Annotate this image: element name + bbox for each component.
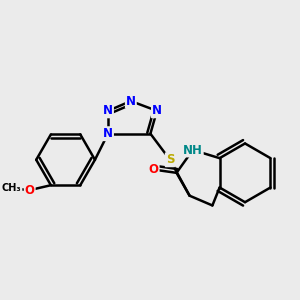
Text: O: O xyxy=(149,163,159,176)
Text: O: O xyxy=(25,184,35,196)
Text: N: N xyxy=(103,104,113,117)
Text: N: N xyxy=(126,94,136,108)
Text: NH: NH xyxy=(183,143,203,157)
Text: N: N xyxy=(103,127,113,140)
Text: CH₃: CH₃ xyxy=(2,184,22,194)
Text: N: N xyxy=(152,104,162,117)
Text: S: S xyxy=(166,153,174,166)
